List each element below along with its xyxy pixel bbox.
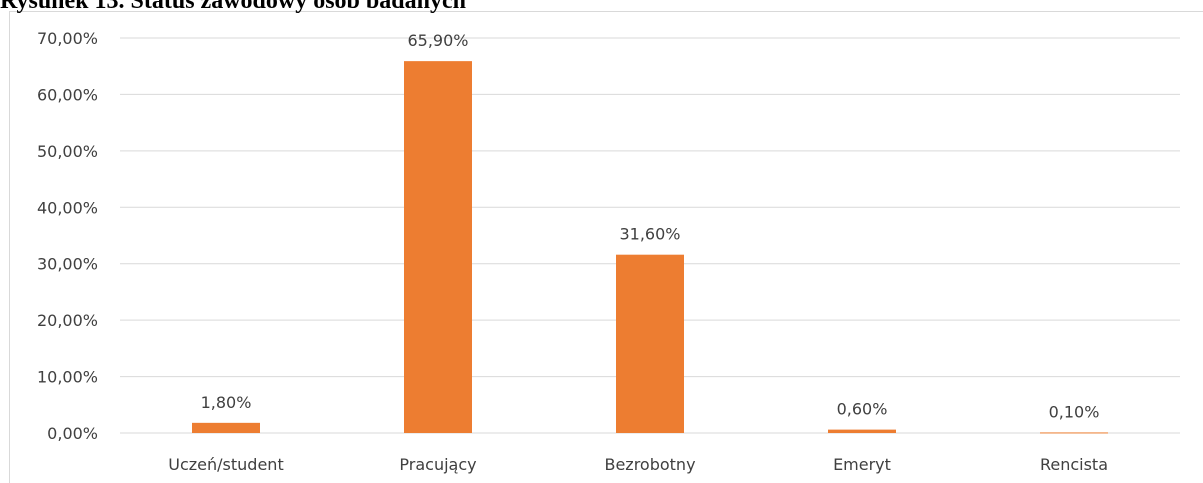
y-tick-label: 30,00% [37, 255, 98, 274]
y-tick-label: 60,00% [37, 85, 98, 104]
x-category-label: Emeryt [833, 455, 891, 474]
y-tick-label: 20,00% [37, 311, 98, 330]
bar [828, 430, 896, 433]
bars [192, 61, 1108, 433]
bar [1040, 432, 1108, 433]
y-tick-label: 10,00% [37, 368, 98, 387]
data-label: 65,90% [407, 31, 468, 50]
x-category-label: Uczeń/student [168, 455, 283, 474]
bar [404, 61, 472, 433]
data-label: 0,60% [837, 400, 888, 419]
y-tick-label: 40,00% [37, 198, 98, 217]
y-tick-label: 50,00% [37, 142, 98, 161]
bar [192, 423, 260, 433]
x-axis-category-labels: Uczeń/student Pracujący Bezrobotny Emeryt Re… [168, 455, 1108, 474]
x-category-label: Bezrobotny [604, 455, 695, 474]
y-axis-tick-labels: 0,00% 10,00% 20,00% 30,00% 40,00% 50,00% 60,00… [37, 29, 98, 443]
bar [616, 255, 684, 433]
y-tick-label: 0,00% [47, 424, 98, 443]
data-label: 31,60% [619, 225, 680, 244]
data-label: 0,10% [1049, 402, 1100, 421]
x-category-label: Rencista [1040, 455, 1108, 474]
data-label: 1,80% [201, 393, 252, 412]
y-tick-label: 70,00% [37, 29, 98, 48]
x-category-label: Pracujący [399, 455, 476, 474]
